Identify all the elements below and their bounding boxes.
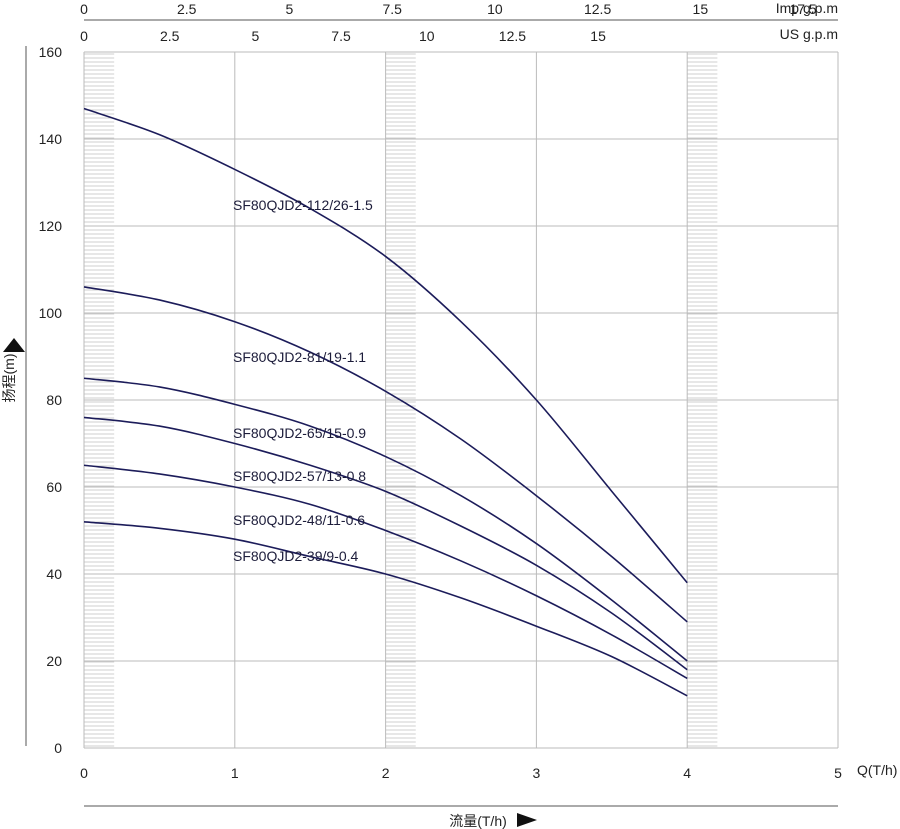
x-tick-label: 5 xyxy=(834,765,842,781)
top-axis-0-tick-label: 10 xyxy=(487,1,503,17)
x-tick-label: 2 xyxy=(382,765,390,781)
x-tick-label: 4 xyxy=(683,765,691,781)
series-curve-5 xyxy=(83,521,688,697)
top-axis-0-tick-label: 2.5 xyxy=(177,1,197,17)
series-label-2: SF80QJD2-65/15-0.9 xyxy=(233,425,366,441)
y-tick-label: 20 xyxy=(46,653,62,669)
y-tick-label: 140 xyxy=(39,131,63,147)
top-axis-1-tick-label: 7.5 xyxy=(331,28,351,44)
top-axis-1-tick-label: 0 xyxy=(80,28,88,44)
y-tick-label: 60 xyxy=(46,479,62,495)
series-label-3: SF80QJD2-57/13-0.8 xyxy=(233,468,366,484)
top-axis-1-tick-label: 2.5 xyxy=(160,28,180,44)
footer-arrow-icon xyxy=(517,813,537,827)
top-axis-1-tick-label: 12.5 xyxy=(499,28,526,44)
series-label-0: SF80QJD2-112/26-1.5 xyxy=(233,197,373,213)
top-axis-1-tick-label: 5 xyxy=(251,28,259,44)
top-axis-0-tick-label: 17.5 xyxy=(789,1,816,17)
y-tick-label: 40 xyxy=(46,566,62,582)
y-axis-title: 扬程(m) xyxy=(1,354,17,403)
top-axis-0-tick-label: 7.5 xyxy=(382,1,402,17)
x-axis-title: Q(T/h) xyxy=(857,762,897,778)
y-tick-label: 120 xyxy=(39,218,63,234)
top-axis-0-tick-label: 5 xyxy=(286,1,294,17)
top-axis-1-tick-label: 10 xyxy=(419,28,435,44)
top-axis-us-title: US g.p.m xyxy=(780,26,838,42)
series-curves xyxy=(83,107,688,697)
top-axis-0-tick-label: 0 xyxy=(80,1,88,17)
series-label-1: SF80QJD2-81/19-1.1 xyxy=(233,349,366,365)
x-tick-label: 3 xyxy=(533,765,541,781)
grid xyxy=(83,51,839,749)
y-axis-arrow-icon xyxy=(3,338,25,352)
hatched-bands xyxy=(84,53,718,747)
y-tick-label: 0 xyxy=(54,740,62,756)
series-label-4: SF80QJD2-48/11-0.6 xyxy=(233,512,365,528)
x-tick-label: 1 xyxy=(231,765,239,781)
top-axis-imp-title: Imp g.p.m xyxy=(776,0,838,16)
y-tick-label: 160 xyxy=(39,44,63,60)
x-tick-label: 0 xyxy=(80,765,88,781)
top-axis-1-tick-label: 15 xyxy=(590,28,606,44)
series-curve-4 xyxy=(83,464,688,680)
series-label-5: SF80QJD2-39/9-0.4 xyxy=(233,548,358,564)
series-curve-3 xyxy=(83,416,688,671)
series-curve-1 xyxy=(83,286,688,623)
top-axis-0-tick-label: 12.5 xyxy=(584,1,611,17)
top-axis-0-tick-label: 15 xyxy=(693,1,709,17)
series-labels: SF80QJD2-112/26-1.5 SF80QJD2-81/19-1.1 SF8… xyxy=(233,197,373,564)
y-tick-label: 100 xyxy=(39,305,63,321)
footer-flow-label: 流量(T/h) xyxy=(449,813,507,829)
series-curve-2 xyxy=(83,377,688,662)
series-curve-0 xyxy=(83,107,688,584)
y-tick-label: 80 xyxy=(46,392,62,408)
